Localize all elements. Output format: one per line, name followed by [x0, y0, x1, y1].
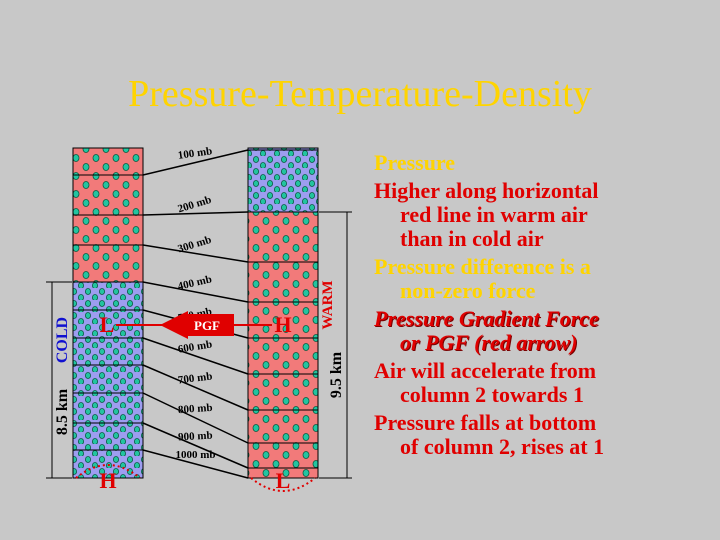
pgf-label: PGF — [194, 318, 220, 333]
pressure-line — [142, 244, 249, 263]
bullet-line: of column 2, rises at 1 — [400, 434, 605, 459]
pressure-line — [142, 281, 249, 303]
pressure-level-label: 400 mb — [177, 273, 213, 292]
bullet-item: Air will accelerate from column 2 towards… — [374, 359, 714, 407]
cold-top-marker: L — [100, 312, 115, 337]
warm-height-bracket — [319, 211, 352, 479]
pressure-level-label: 900 mb — [178, 430, 213, 444]
pressure-line — [142, 364, 249, 411]
bullet-line: Air will accelerate from — [374, 358, 597, 383]
warm-top-marker: H — [274, 312, 291, 337]
pressure-line — [142, 211, 249, 216]
pressure-line — [142, 392, 249, 444]
pressure-line — [142, 422, 249, 469]
pressure-line — [142, 149, 249, 176]
pressure-level-label: 800 mb — [178, 402, 213, 416]
bullet-line: Pressure difference is a — [374, 254, 591, 279]
pressure-level-label: 700 mb — [177, 370, 213, 386]
pressure-level-label: 1000 mb — [175, 449, 215, 461]
cold-bottom-arc — [75, 464, 141, 479]
warm-bottom-arc — [250, 477, 316, 492]
cold-height-label: 8.5 km — [54, 388, 71, 435]
pressure-level-label: 100 mb — [177, 145, 213, 162]
bullet-line: Pressure — [374, 150, 456, 175]
pressure-line — [142, 337, 249, 375]
warm-height-label: 9.5 km — [328, 351, 345, 398]
bullet-line: than in cold air — [400, 226, 544, 251]
bullet-line: column 2 towards 1 — [400, 382, 584, 407]
pressure-level-label: 300 mb — [176, 234, 213, 256]
pgf-arrow: PGF — [116, 311, 272, 339]
bullet-line: Higher along horizontal — [374, 178, 599, 203]
cold-label: COLD — [54, 317, 71, 363]
bullet-line: red line in warm air — [400, 202, 588, 227]
bullet-item: Pressure falls at bottom of column 2, ris… — [374, 411, 714, 459]
bullet-item: Pressure — [374, 151, 714, 175]
bullet-line: Pressure Gradient Force — [374, 306, 599, 331]
bullet-item: Higher along horizontal red line in warm … — [374, 179, 714, 251]
bullet-line: non-zero force — [400, 278, 536, 303]
warm-label: WARM — [320, 280, 336, 329]
warm-column — [247, 147, 319, 479]
bullet-list: Pressure Higher along horizontal red line … — [374, 151, 714, 463]
slide-title: Pressure-Temperature-Density — [128, 73, 592, 115]
cold-height-bracket — [46, 281, 72, 479]
bullet-line: or PGF (red arrow) — [400, 330, 578, 355]
bullet-line: Pressure falls at bottom — [374, 410, 597, 435]
pressure-level-label: 600 mb — [177, 338, 213, 355]
bullet-item: Pressure Gradient Force or PGF (red arrow… — [374, 307, 714, 355]
bullet-item: Pressure difference is a non-zero force — [374, 255, 714, 303]
warm-bottom-marker: L — [276, 468, 291, 493]
pressure-line — [142, 449, 249, 479]
cold-column — [72, 147, 144, 479]
pressure-level-label: 200 mb — [176, 194, 213, 216]
cold-bottom-marker: H — [99, 468, 116, 493]
